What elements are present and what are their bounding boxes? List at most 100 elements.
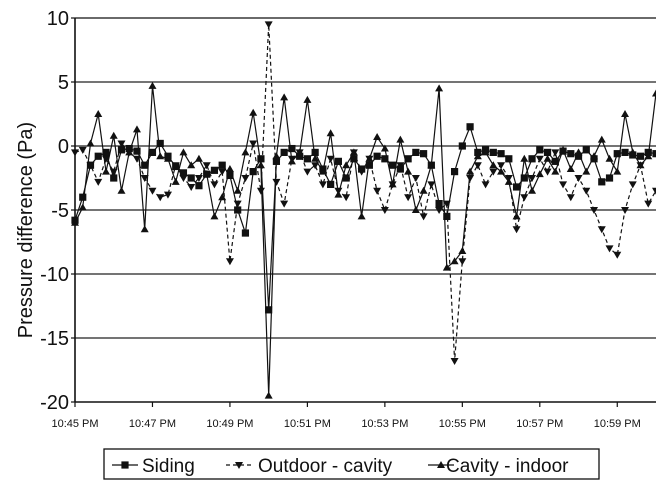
siding-point (543, 148, 552, 156)
outdoor-cavity-point (621, 207, 630, 214)
cavity-indoor-point (280, 93, 289, 101)
siding-line (74, 124, 656, 310)
outdoor-cavity-point (357, 168, 366, 176)
siding-point (605, 174, 614, 182)
siding-point (226, 171, 234, 180)
cavity-indoor-point (590, 152, 599, 160)
siding-point (373, 152, 381, 160)
outdoor-cavity-point (644, 200, 653, 208)
cavity-indoor-point (318, 167, 327, 175)
siding-point (574, 152, 583, 160)
outdoor-cavity-point (249, 140, 258, 148)
outdoor-cavity-point (590, 207, 599, 214)
siding-point (458, 142, 466, 150)
cavity-indoor-point (566, 165, 575, 173)
siding-point (218, 161, 226, 169)
cavity-indoor-point (411, 206, 420, 213)
cavity-indoor-point (334, 190, 343, 198)
outdoor-cavity-point (411, 175, 420, 182)
outdoor-cavity-point (380, 207, 389, 214)
cavity-indoor-point (272, 152, 281, 160)
x-tick-label: 10:49 PM (206, 418, 253, 430)
siding-point (652, 150, 656, 158)
outdoor-cavity-point (427, 181, 436, 189)
siding-point (311, 148, 319, 156)
outdoor-cavity-point (559, 181, 568, 189)
outdoor-cavity-point (419, 213, 428, 221)
axes (71, 17, 656, 407)
siding-point (141, 161, 149, 169)
siding-point (327, 180, 335, 188)
siding-point (280, 148, 288, 156)
siding-point (636, 152, 645, 160)
outdoor-cavity-point (264, 21, 273, 29)
outdoor-cavity-point (551, 149, 560, 157)
cavity-indoor-point (652, 89, 656, 97)
series-siding (71, 123, 656, 314)
outdoor-cavity-point (342, 194, 351, 202)
outdoor-cavity-point (171, 162, 180, 170)
y-tick-label: -5 (51, 200, 69, 222)
siding-point (598, 178, 606, 186)
outdoor-cavity-point (566, 194, 575, 202)
outdoor-cavity-point (148, 187, 157, 195)
cavity-indoor-point (349, 148, 358, 156)
siding-point (187, 174, 195, 182)
cavity-indoor-point (148, 81, 157, 89)
siding-point (241, 229, 250, 237)
siding-point (489, 148, 497, 156)
cavity-indoor-point (241, 148, 250, 156)
grid-lines (75, 81, 656, 339)
cavity-indoor-point (497, 167, 506, 175)
cavity-indoor-point (396, 135, 405, 143)
y-tick-label: -10 (40, 264, 69, 286)
siding-point (443, 212, 451, 220)
y-tick-label: 10 (47, 8, 69, 30)
cavity-indoor-point (380, 144, 389, 152)
x-tick-label: 10:47 PM (129, 418, 176, 430)
outdoor-cavity-point (326, 155, 335, 163)
legend-box (103, 448, 600, 480)
siding-point (133, 147, 141, 155)
outdoor-cavity-point (489, 168, 498, 176)
x-tick-label: 10:59 PM (594, 418, 641, 430)
siding-point (389, 161, 397, 169)
outdoor-cavity-point (202, 162, 211, 170)
outdoor-cavity-point (481, 181, 490, 189)
cavity-indoor-point (628, 148, 637, 156)
outdoor-cavity-point (458, 258, 467, 266)
siding-point (412, 148, 420, 156)
cavity-indoor-point (225, 165, 234, 173)
cavity-indoor-point (621, 110, 630, 117)
cavity-indoor-point (427, 161, 436, 169)
cavity-indoor-point (605, 154, 614, 162)
outdoor-cavity-point (450, 358, 459, 366)
cavity-indoor-point (109, 131, 118, 139)
cavity-indoor-point (163, 154, 172, 162)
series-outdoor-cavity (71, 21, 656, 366)
outdoor-cavity-point (78, 146, 87, 154)
siding-point (249, 168, 257, 176)
y-axis-label: Pressure difference (Pa) (15, 122, 37, 338)
cavity-indoor-point (287, 157, 296, 165)
siding-point (450, 168, 459, 176)
siding-point (350, 155, 358, 163)
legend: Siding Outdoor - cavity Cavity - indoor (103, 448, 600, 480)
outdoor-cavity-point (535, 155, 544, 163)
x-tick-label: 10:51 PM (284, 418, 331, 430)
cavity-indoor-point (528, 186, 537, 194)
outdoor-cavity-point (109, 168, 118, 176)
series-cavity-indoor (71, 81, 656, 399)
cavity-indoor-point (373, 133, 382, 141)
cavity-indoor-point (489, 161, 498, 169)
siding-point (102, 148, 110, 156)
cavity-indoor-point (78, 203, 87, 211)
siding-point (551, 157, 559, 165)
outdoor-cavity-point (94, 178, 103, 186)
cavity-indoor-point (156, 152, 165, 160)
outdoor-cavity-point (373, 187, 382, 195)
outdoor-cavity-point (194, 175, 203, 182)
outdoor-cavity-point (163, 191, 172, 199)
x-tick-label: 10:45 PM (51, 418, 98, 430)
